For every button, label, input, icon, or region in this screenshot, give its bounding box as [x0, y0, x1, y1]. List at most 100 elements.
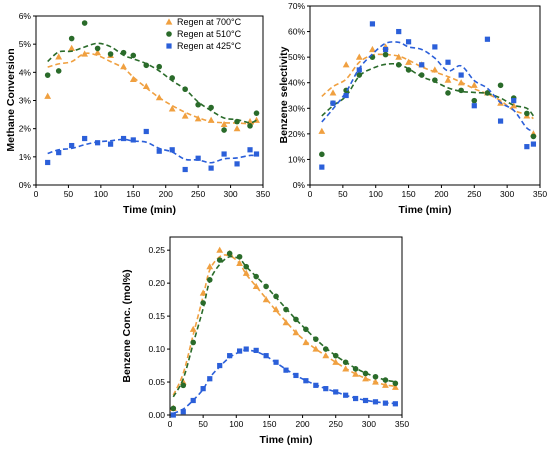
x-tick-label: 100	[229, 419, 243, 429]
data-point	[243, 346, 249, 352]
y-tick-label: 0.20	[148, 278, 165, 288]
data-point	[343, 92, 349, 99]
trend-line	[47, 138, 257, 164]
trend-line	[172, 254, 396, 396]
y-axis-title: Benzene Conc. (mol%)	[121, 269, 133, 382]
data-point	[44, 72, 51, 78]
data-point	[292, 328, 300, 336]
x-tick-label: 250	[191, 189, 205, 199]
trend-line	[321, 41, 534, 132]
x-tick-label: 200	[295, 419, 309, 429]
data-point	[352, 366, 359, 372]
data-point	[216, 246, 224, 253]
data-point	[323, 386, 329, 392]
y-tick-label: 0%	[19, 180, 32, 190]
x-tick-label: 350	[533, 189, 547, 199]
chart-panel-1: 0 50 100 150 200 250 300 350 0% 1% 2% 3% 4% 5% 6% Time …	[5, 11, 270, 216]
data-point	[156, 148, 162, 154]
data-point	[220, 120, 228, 128]
data-point	[217, 362, 223, 369]
legend-label: Regen at 425°C	[177, 41, 242, 51]
legend: Regen at 700°C Regen at 510°C Regen at 425…	[165, 17, 242, 51]
data-point	[120, 135, 127, 142]
data-point	[352, 370, 359, 377]
data-point	[190, 397, 196, 404]
data-point	[168, 105, 176, 112]
plot-frame	[309, 5, 541, 186]
y-tick-label: 60%	[288, 27, 305, 37]
data-point	[418, 72, 425, 78]
x-tick-label: 50	[198, 419, 208, 429]
data-point	[362, 375, 369, 382]
data-point	[355, 53, 363, 60]
data-point	[156, 63, 163, 70]
data-point	[458, 87, 464, 94]
data-point	[142, 82, 150, 90]
x-tick-label: 300	[500, 189, 514, 199]
data-point	[356, 67, 362, 73]
data-point	[253, 347, 259, 353]
data-point	[206, 263, 214, 270]
y-tick-label: 0%	[293, 180, 306, 190]
series-1	[318, 43, 537, 137]
x-tick-label: 100	[369, 189, 383, 199]
data-point	[372, 399, 379, 405]
data-point	[129, 75, 137, 82]
data-point	[283, 306, 289, 313]
data-point	[247, 147, 253, 153]
y-tick-label: 0.15	[148, 311, 165, 321]
data-point	[356, 72, 363, 78]
x-tick-label: 300	[362, 419, 376, 429]
y-tick-label: 1%	[19, 152, 32, 162]
data-point	[470, 81, 478, 88]
data-point	[252, 282, 260, 290]
data-point	[143, 62, 150, 69]
data-point	[382, 400, 389, 406]
y-tick-label: 0.05	[148, 377, 165, 387]
data-point	[342, 365, 350, 372]
data-point	[471, 97, 478, 104]
data-point	[107, 141, 114, 147]
data-point	[253, 273, 259, 280]
data-point	[262, 296, 270, 303]
data-point	[170, 412, 176, 418]
data-point	[458, 72, 464, 78]
data-point	[44, 92, 52, 99]
data-point	[82, 135, 88, 142]
data-point	[302, 338, 310, 346]
data-point	[94, 45, 101, 52]
x-tick-label: 350	[395, 419, 409, 429]
y-tick-label: 0.25	[148, 245, 165, 255]
data-point	[216, 257, 223, 263]
data-point	[303, 326, 309, 333]
data-point	[382, 381, 389, 388]
data-point	[391, 383, 399, 390]
data-point	[293, 372, 299, 379]
data-point	[227, 353, 233, 359]
y-tick-label: 10%	[288, 154, 305, 164]
data-point	[69, 142, 75, 149]
data-point	[382, 51, 389, 58]
data-point	[169, 75, 175, 81]
data-point	[226, 250, 233, 257]
data-point	[195, 155, 201, 161]
data-point	[353, 395, 359, 402]
data-point	[457, 79, 465, 86]
x-tick-label: 0	[308, 189, 313, 199]
y-axis-title: Benzene selectivity	[278, 46, 290, 143]
data-point	[396, 28, 402, 35]
plot-frame	[169, 236, 403, 416]
data-point	[181, 112, 189, 119]
y-tick-label: 3%	[19, 96, 32, 106]
data-point	[342, 359, 349, 366]
x-tick-label: 150	[262, 419, 276, 429]
x-tick-label: 200	[434, 189, 448, 199]
data-point	[332, 352, 339, 359]
data-point	[343, 392, 349, 398]
series-3	[319, 21, 537, 170]
data-point	[395, 62, 402, 68]
data-point	[200, 300, 206, 306]
data-point	[273, 359, 279, 365]
data-point	[234, 118, 240, 125]
